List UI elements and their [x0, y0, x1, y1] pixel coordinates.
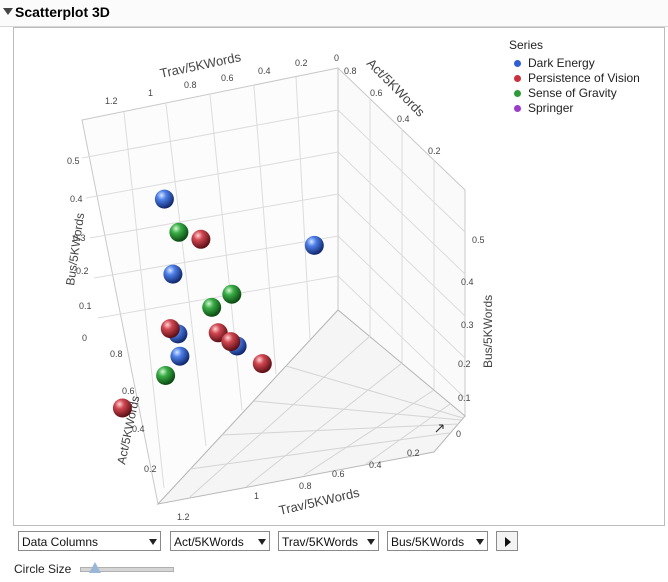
data-point-sense-of-gravity[interactable] — [202, 297, 222, 317]
trav-front-tick: 0.4 — [369, 460, 382, 470]
trav-front-tick: 0.8 — [299, 481, 312, 491]
trav-back-tick: 1.2 — [105, 96, 118, 106]
bus-left-tick: 0.4 — [70, 194, 83, 204]
act-back-tick: 0.6 — [370, 88, 383, 98]
arrow-right-icon — [505, 537, 511, 547]
data-columns-select[interactable]: Data Columns — [18, 531, 161, 551]
bus-left-tick: 0 — [82, 333, 87, 343]
trav-front-tick: 0.2 — [407, 448, 420, 458]
bus-right-tick: 0 — [456, 429, 461, 439]
bus-left-tick: 0.5 — [67, 156, 80, 166]
trav-back-tick: 0.6 — [221, 73, 234, 83]
trav-front-tick: 0.6 — [332, 469, 345, 479]
data-point-dark-energy[interactable] — [163, 264, 183, 284]
x-axis-select[interactable]: Act/5KWords — [170, 531, 270, 551]
act-back-tick: 0.2 — [428, 146, 441, 156]
act-left-tick: 0.8 — [110, 349, 123, 359]
chevron-down-icon — [476, 539, 484, 545]
bus-left-tick: 0.1 — [79, 301, 92, 311]
title-bar: Scatterplot 3D — [0, 0, 668, 27]
chevron-down-icon — [149, 539, 157, 545]
trav-axis-label-bottom: Trav/5KWords — [277, 485, 361, 518]
window-title: Scatterplot 3D — [15, 4, 110, 20]
chevron-down-icon — [258, 539, 266, 545]
floor-grid — [156, 309, 466, 505]
legend-item-sense-of-gravity[interactable]: Sense of Gravity — [509, 86, 640, 101]
data-point-persistence-of-vision[interactable] — [252, 354, 272, 374]
legend-item-persistence-of-vision[interactable]: Persistence of Vision — [509, 71, 640, 86]
bus-right-tick: 0.2 — [458, 359, 471, 369]
trav-back-tick: 0.8 — [184, 80, 197, 90]
bus-left-tick: 0.2 — [76, 266, 89, 276]
plot-frame[interactable]: 1.2 1 0.8 0.6 0.4 0.2 0 Trav/5KWords 0.8… — [13, 27, 665, 526]
legend-title: Series — [509, 38, 544, 52]
data-point-sense-of-gravity[interactable] — [222, 284, 242, 304]
data-columns-value: Data Columns — [22, 535, 99, 549]
y-axis-value: Trav/5KWords — [282, 535, 359, 549]
legend-dot-icon — [514, 60, 521, 67]
bus-right-tick: 0.5 — [472, 235, 485, 245]
trav-back-tick: 0 — [334, 53, 339, 63]
scatter-3d-plot[interactable]: 1.2 1 0.8 0.6 0.4 0.2 0 Trav/5KWords 0.8… — [14, 28, 664, 525]
legend-item-dark-energy[interactable]: Dark Energy — [509, 56, 640, 71]
z-axis-value: Bus/5KWords — [391, 535, 465, 549]
data-point-dark-energy[interactable] — [304, 235, 324, 255]
data-point-dark-energy[interactable] — [154, 189, 174, 209]
back-left-wall-grid — [81, 67, 339, 506]
chevron-down-icon — [367, 539, 375, 545]
circle-size-slider-thumb[interactable] — [89, 562, 101, 573]
legend-label: Sense of Gravity — [528, 86, 617, 100]
act-left-tick: 0.2 — [144, 464, 157, 474]
legend-dot-icon — [514, 90, 521, 97]
act-left-tick: 0.6 — [122, 386, 135, 396]
legend-label: Springer — [528, 101, 574, 115]
bus-right-tick: 0.4 — [461, 277, 474, 287]
legend-dot-icon — [514, 75, 521, 82]
bus-right-tick: 0.3 — [461, 320, 474, 330]
data-point-persistence-of-vision[interactable] — [221, 332, 241, 352]
collapse-disclosure-icon[interactable] — [3, 8, 13, 15]
trav-front-tick: 1 — [254, 491, 259, 501]
next-arrow-button[interactable] — [496, 531, 518, 551]
data-points[interactable] — [112, 189, 324, 418]
legend: Series Dark Energy Persistence of Vision… — [509, 38, 640, 116]
bus-axis-label-right: Bus/5KWords — [481, 295, 495, 368]
circle-size-label: Circle Size — [14, 562, 72, 576]
data-point-persistence-of-vision[interactable] — [191, 229, 211, 249]
data-point-dark-energy[interactable] — [170, 346, 190, 366]
bus-left-tick: 0.3 — [73, 233, 86, 243]
trav-front-tick: 1.2 — [177, 512, 190, 522]
data-point-persistence-of-vision[interactable] — [112, 398, 132, 418]
trav-back-tick: 1 — [148, 88, 153, 98]
legend-item-springer[interactable]: Springer — [509, 101, 640, 116]
rotation-handle-icon[interactable] — [435, 424, 444, 433]
act-left-tick: 0.4 — [132, 424, 145, 434]
legend-label: Dark Energy — [528, 56, 595, 70]
data-point-sense-of-gravity[interactable] — [156, 366, 176, 385]
trav-back-tick: 0.2 — [295, 58, 308, 68]
legend-label: Persistence of Vision — [528, 71, 640, 85]
legend-dot-icon — [514, 105, 521, 112]
z-axis-select[interactable]: Bus/5KWords — [387, 531, 488, 551]
act-back-tick: 0.8 — [344, 66, 357, 76]
data-point-sense-of-gravity[interactable] — [169, 222, 189, 242]
x-axis-value: Act/5KWords — [174, 535, 244, 549]
y-axis-select[interactable]: Trav/5KWords — [278, 531, 379, 551]
data-point-persistence-of-vision[interactable] — [160, 319, 180, 339]
circle-size-slider[interactable] — [80, 567, 174, 572]
trav-back-tick: 0.4 — [258, 66, 271, 76]
bus-right-tick: 0.1 — [458, 393, 471, 403]
act-back-tick: 0.4 — [397, 114, 410, 124]
